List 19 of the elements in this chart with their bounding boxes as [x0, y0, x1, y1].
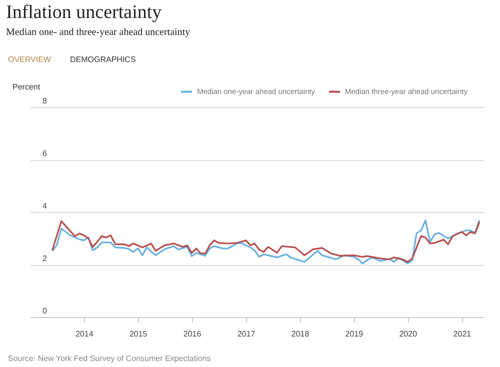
- text: DEMOGRAPHICS: [70, 55, 136, 64]
- chart-subtitle: Median one- and three-year ahead uncertainty: [6, 27, 190, 38]
- text: OVERVIEW: [8, 55, 52, 64]
- x-tick-label: 2016: [183, 330, 202, 338]
- x-tick-label: 2015: [129, 330, 148, 338]
- y-tick-label: 8: [42, 96, 48, 106]
- x-tick-label: 2018: [291, 330, 310, 338]
- y-tick-label: 6: [42, 149, 48, 158]
- x-tick-label: 2021: [453, 330, 472, 338]
- chart-title: Inflation uncertainty: [6, 2, 162, 23]
- y-tick-label: 4: [42, 202, 48, 210]
- x-tick-label: 2014: [76, 330, 94, 338]
- x-tick-label: 2020: [399, 330, 418, 338]
- y-tick-label: 2: [42, 254, 48, 263]
- y-axis-title: Percent: [12, 82, 41, 92]
- x-tick-label: 2017: [237, 330, 256, 338]
- x-tick-label: 2019: [345, 330, 364, 338]
- source-note: Source: New York Fed Survey of Consumer Expectations: [8, 354, 211, 363]
- y-tick-label: 0: [42, 306, 48, 316]
